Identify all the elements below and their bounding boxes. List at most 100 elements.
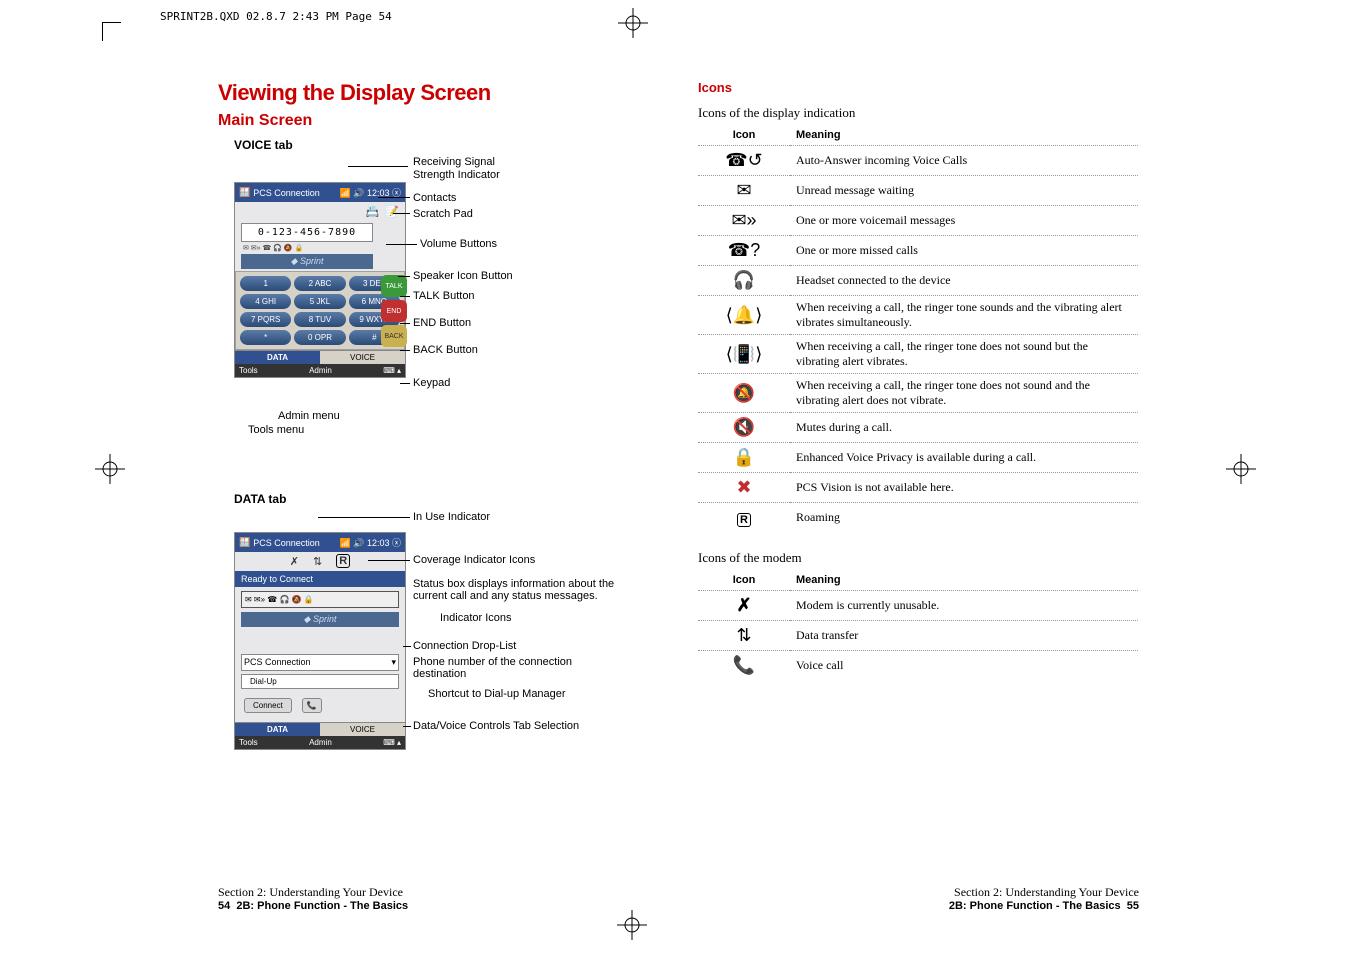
meaning-cell: When receiving a call, the ringer tone d…: [790, 335, 1138, 374]
meaning-cell: Mutes during a call.: [790, 413, 1138, 443]
meaning-cell: Modem is currently unusable.: [790, 591, 1138, 621]
admin-menu[interactable]: Admin: [309, 738, 332, 747]
key-0[interactable]: 0 OPR: [294, 330, 345, 345]
status-area: 📶 🔊 12:03 ⓧ: [340, 536, 401, 549]
key-1[interactable]: 1: [240, 276, 291, 291]
ready-label: Ready to Connect: [235, 571, 405, 587]
icon-cell: R: [698, 503, 790, 533]
callout: Keypad: [413, 377, 450, 389]
tools-menu[interactable]: Tools: [239, 366, 258, 375]
meaning-cell: Voice call: [790, 651, 1138, 681]
dialup-field[interactable]: Dial-Up: [241, 674, 399, 689]
icon-cell: 🎧: [698, 266, 790, 296]
th-meaning: Meaning: [790, 125, 1138, 146]
sprint-logo: ◆ Sprint: [241, 254, 373, 269]
key-5[interactable]: 5 JKL: [294, 294, 345, 309]
callout: TALK Button: [413, 290, 475, 302]
callout: END Button: [413, 317, 471, 329]
window-title: PCS Connection: [253, 188, 320, 198]
th-icon: Icon: [698, 125, 790, 146]
icon-cell: ✗: [698, 591, 790, 621]
meaning-cell: PCS Vision is not available here.: [790, 473, 1138, 503]
tools-menu[interactable]: Tools: [239, 738, 258, 747]
icons-table-display: IconMeaning ☎↺Auto-Answer incoming Voice…: [698, 125, 1138, 532]
meaning-cell: Auto-Answer incoming Voice Calls: [790, 146, 1138, 176]
registration-mark: [95, 454, 125, 484]
callout: BACK Button: [413, 344, 478, 356]
callout: Data/Voice Controls Tab Selection: [413, 720, 579, 732]
callout: Admin menu: [278, 410, 340, 422]
talk-button[interactable]: TALK: [381, 275, 407, 297]
icon-cell: 🔒: [698, 443, 790, 473]
admin-menu[interactable]: Admin: [309, 366, 332, 375]
callout: Scratch Pad: [413, 208, 473, 220]
registration-mark: [618, 8, 648, 38]
tab-data[interactable]: DATA: [235, 351, 320, 364]
callout: Phone number of the connection destinati…: [413, 656, 613, 680]
meaning-cell: When receiving a call, the ringer tone d…: [790, 374, 1138, 413]
icon-cell: ✉»: [698, 206, 790, 236]
voice-tab-heading: VOICE tab: [234, 138, 658, 152]
voice-phone-mock: 🪟PCS Connection 📶 🔊 12:03 ⓧ 📇📝 0-123-456…: [234, 182, 406, 378]
icons-sub1: Icons of the display indication: [698, 105, 1138, 121]
meaning-cell: Unread message waiting: [790, 176, 1138, 206]
th-icon: Icon: [698, 570, 790, 591]
callout: Contacts: [413, 192, 456, 204]
keyboard-icon[interactable]: ⌨ ▴: [383, 738, 401, 747]
crop-mark: [102, 22, 121, 41]
meaning-cell: When receiving a call, the ringer tone s…: [790, 296, 1138, 335]
app-icon: 🪟: [239, 187, 250, 198]
footer-left: Section 2: Understanding Your Device 54 …: [218, 885, 408, 912]
callout: Strength Indicator: [413, 169, 500, 182]
back-button[interactable]: BACK: [381, 325, 407, 347]
registration-mark: [617, 910, 647, 940]
subtitle: Main Screen: [218, 112, 658, 130]
callout: Status box displays information about th…: [413, 578, 643, 602]
window-title: PCS Connection: [253, 538, 320, 548]
sprint-logo: ◆ Sprint: [241, 612, 399, 627]
scratch-icon: 📝: [385, 205, 399, 218]
key-7[interactable]: 7 PQRS: [240, 312, 291, 327]
meaning-cell: One or more voicemail messages: [790, 206, 1138, 236]
tab-voice[interactable]: VOICE: [320, 723, 405, 736]
data-tab-heading: DATA tab: [234, 492, 658, 506]
keyboard-icon[interactable]: ⌨ ▴: [383, 366, 401, 375]
callout: Tools menu: [248, 424, 304, 436]
tab-data[interactable]: DATA: [235, 723, 320, 736]
icons-sub2: Icons of the modem: [698, 550, 1138, 566]
key-4[interactable]: 4 GHI: [240, 294, 291, 309]
print-header: SPRINT2B.QXD 02.8.7 2:43 PM Page 54: [160, 10, 392, 23]
key-2[interactable]: 2 ABC: [294, 276, 345, 291]
app-icon: 🪟: [239, 537, 250, 548]
callout: Receiving Signal: [413, 156, 500, 169]
callout: Speaker Icon Button: [413, 270, 513, 282]
keypad[interactable]: 1 2 ABC 3 DEF 4 GHI 5 JKL 6 MNO 7 PQRS 8…: [235, 271, 405, 350]
status-box: ✉ ✉» ☎ 🎧 🔕 🔒: [241, 591, 399, 608]
th-meaning: Meaning: [790, 570, 1138, 591]
callout: Connection Drop-List: [413, 640, 516, 652]
tabs[interactable]: DATA VOICE: [235, 722, 405, 736]
indicator-icons: ✉ ✉» ☎ 🎧 🔕 🔒: [241, 242, 373, 254]
page-title: Viewing the Display Screen: [218, 80, 658, 106]
callout: Shortcut to Dial-up Manager: [428, 688, 566, 700]
meaning-cell: Headset connected to the device: [790, 266, 1138, 296]
roam-icon: R: [336, 555, 350, 568]
connect-button[interactable]: Connect: [244, 698, 292, 713]
callout: Indicator Icons: [440, 612, 512, 624]
tab-voice[interactable]: VOICE: [320, 351, 405, 364]
meaning-cell: Roaming: [790, 503, 1138, 533]
key-8[interactable]: 8 TUV: [294, 312, 345, 327]
meaning-cell: Enhanced Voice Privacy is available duri…: [790, 443, 1138, 473]
tabs[interactable]: DATA VOICE: [235, 350, 405, 364]
icon-cell: 📞: [698, 651, 790, 681]
icon-cell: ✖: [698, 473, 790, 503]
connection-dropdown[interactable]: PCS Connection▾: [241, 654, 399, 671]
icon-cell: 🔕: [698, 374, 790, 413]
dialup-mgr-button[interactable]: 📞: [302, 698, 322, 713]
key-star[interactable]: *: [240, 330, 291, 345]
meaning-cell: Data transfer: [790, 621, 1138, 651]
icon-cell: ⟨📳⟩: [698, 335, 790, 374]
x-icon: ✗: [290, 555, 299, 568]
end-button[interactable]: END: [381, 300, 407, 322]
icon-cell: ⇅: [698, 621, 790, 651]
